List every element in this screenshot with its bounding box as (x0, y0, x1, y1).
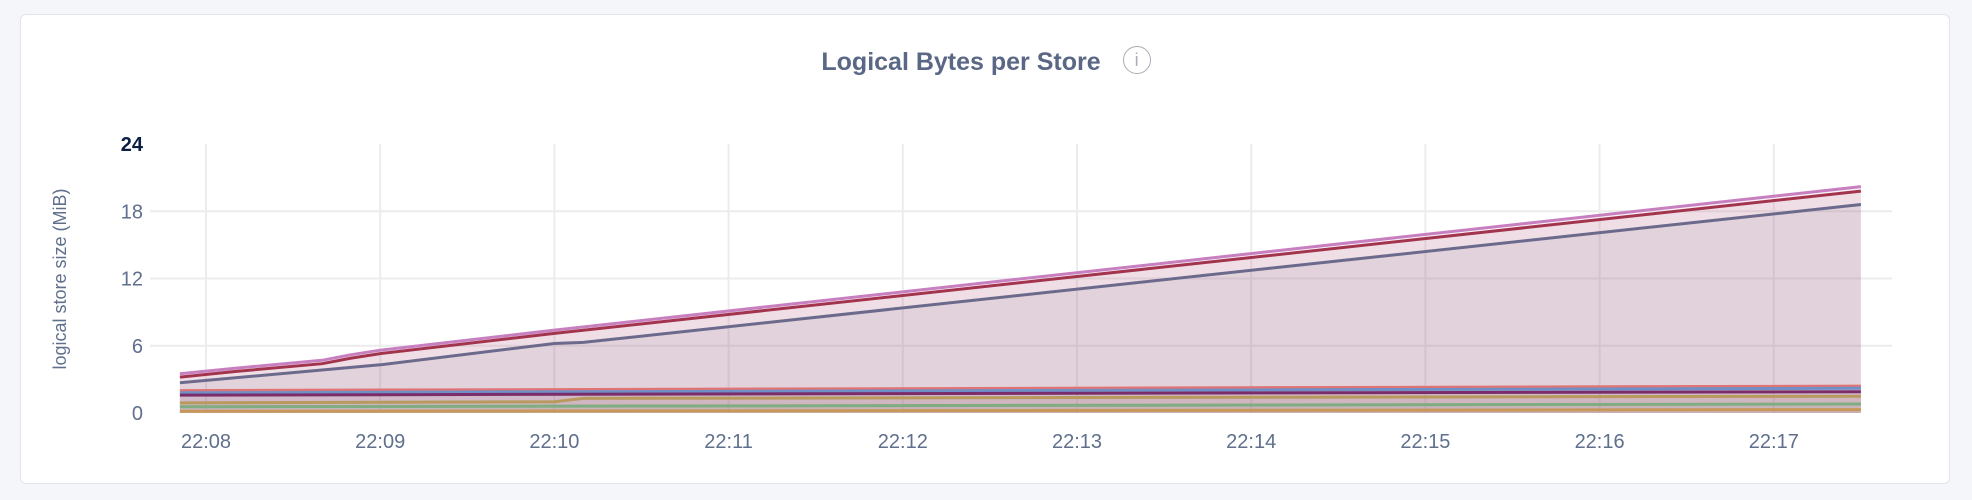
series-line-8[interactable] (179, 408, 1861, 413)
x-tick-label: 22:13 (1052, 431, 1102, 453)
info-icon[interactable]: i (1122, 46, 1151, 75)
y-tick-label: 0 (132, 403, 143, 425)
series-line-2[interactable] (179, 203, 1862, 385)
x-tick-label: 22:15 (1400, 431, 1450, 453)
chart-title: Logical Bytes per Store (821, 48, 1101, 76)
x-tick-label: 22:10 (529, 431, 579, 453)
series-area-0 (179, 186, 1861, 413)
series-line-1[interactable] (179, 189, 1862, 379)
series-line-7[interactable] (179, 402, 1861, 409)
series-line-0[interactable] (179, 185, 1862, 376)
x-tick-label: 22:08 (181, 431, 231, 453)
series-area-1 (179, 191, 1861, 413)
series-line-4[interactable] (179, 386, 1861, 395)
x-tick-label: 22:17 (1749, 431, 1799, 453)
x-tick-label: 22:16 (1575, 431, 1625, 453)
x-tick-label: 22:11 (704, 431, 753, 453)
y-tick-label: 6 (132, 336, 143, 358)
series-line-6[interactable] (179, 394, 1861, 405)
y-tick-label: 18 (121, 201, 143, 223)
y-tick-label: 24 (121, 134, 144, 156)
y-tick-label: 12 (121, 269, 143, 291)
y-axis-label: logical store size (MiB) (50, 188, 70, 369)
series-area-2 (179, 204, 1861, 413)
chart-title-row: Logical Bytes per Store i (0, 46, 1972, 77)
series-line-3[interactable] (179, 384, 1861, 393)
x-tick-label: 22:12 (878, 431, 928, 453)
x-tick-label: 22:09 (355, 431, 405, 453)
series-line-5[interactable] (179, 390, 1861, 397)
x-tick-label: 22:14 (1226, 431, 1276, 453)
